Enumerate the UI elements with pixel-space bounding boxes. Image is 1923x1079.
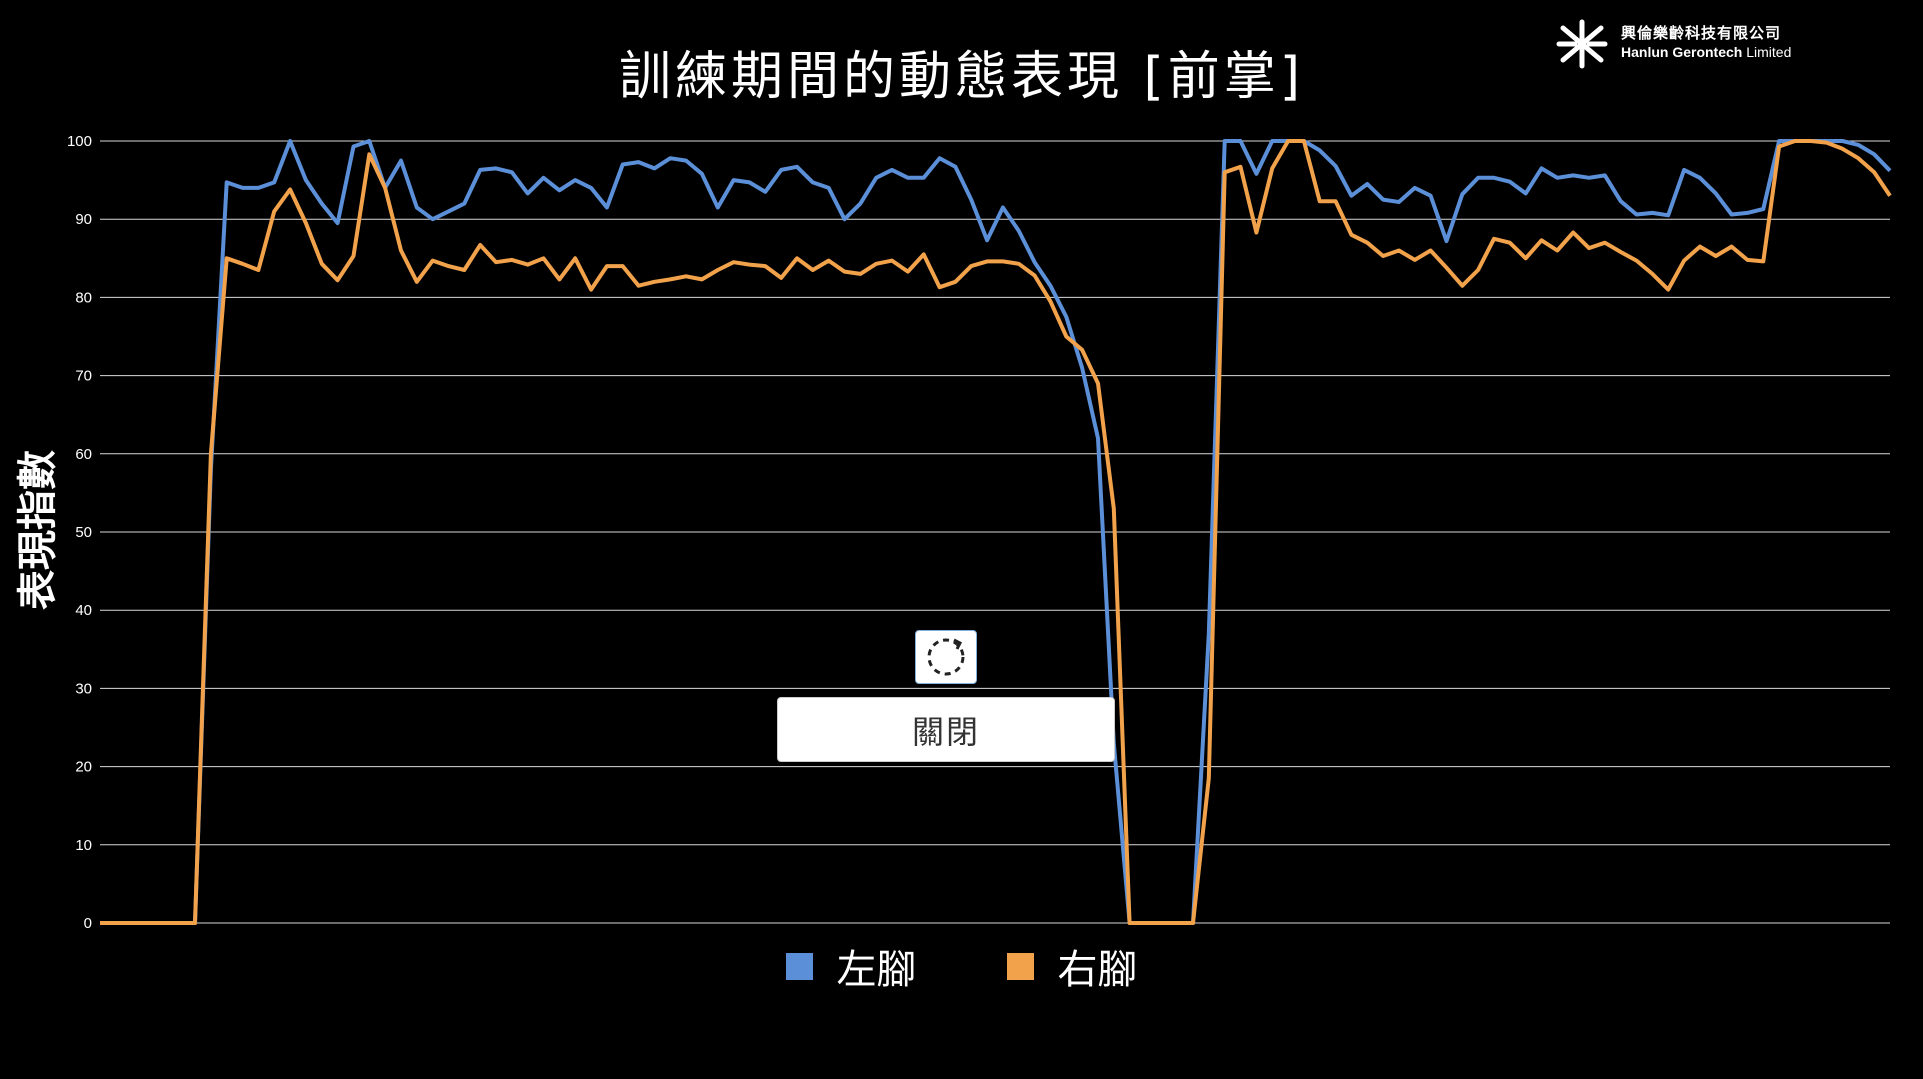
chart-title: 訓練期間的動態表現 [前掌]: [618, 47, 1305, 107]
y-tick-label: 90: [75, 211, 92, 228]
legend-swatch-left: [785, 952, 813, 980]
y-tick-label: 40: [75, 602, 92, 619]
y-tick-labels: 0 10 20 30 40 50 60 70 80 90 100: [67, 133, 92, 932]
y-tick-label: 0: [84, 915, 92, 932]
logo-company-name-en: Hanlun Gerontech Limited: [1621, 44, 1791, 60]
legend-item-left: 左腳: [785, 937, 917, 995]
y-tick-label: 50: [75, 524, 92, 541]
series-line-1: [100, 139, 1892, 925]
legend-label-right: 右腳: [1057, 947, 1138, 993]
grid-lines: [100, 140, 1890, 924]
close-button[interactable]: 關閉: [777, 697, 1115, 762]
legend-label-left: 左腳: [836, 947, 917, 993]
refresh-icon: [927, 638, 965, 676]
series-line-0: [100, 139, 1892, 925]
y-tick-label: 20: [75, 759, 92, 776]
legend-swatch-right: [1006, 952, 1034, 980]
logo-en-rest: Limited: [1742, 44, 1792, 60]
refresh-button[interactable]: [915, 630, 977, 684]
logo-company-name-cn: 興倫樂齡科技有限公司: [1621, 24, 1782, 42]
company-logo: 興倫樂齡科技有限公司 Hanlun Gerontech Limited: [1555, 18, 1795, 70]
logo-en-bold: Hanlun Gerontech: [1621, 44, 1743, 60]
y-tick-label: 100: [67, 133, 92, 150]
y-tick-label: 30: [75, 680, 92, 697]
y-tick-label: 60: [75, 446, 92, 463]
legend-item-right: 右腳: [1006, 937, 1138, 995]
logo-mark-icon: [1556, 19, 1608, 69]
y-tick-label: 70: [75, 368, 92, 385]
legend: 左腳 右腳: [0, 937, 1923, 995]
y-tick-label: 10: [75, 837, 92, 854]
y-tick-label: 80: [75, 289, 92, 306]
series-lines: [100, 139, 1892, 925]
